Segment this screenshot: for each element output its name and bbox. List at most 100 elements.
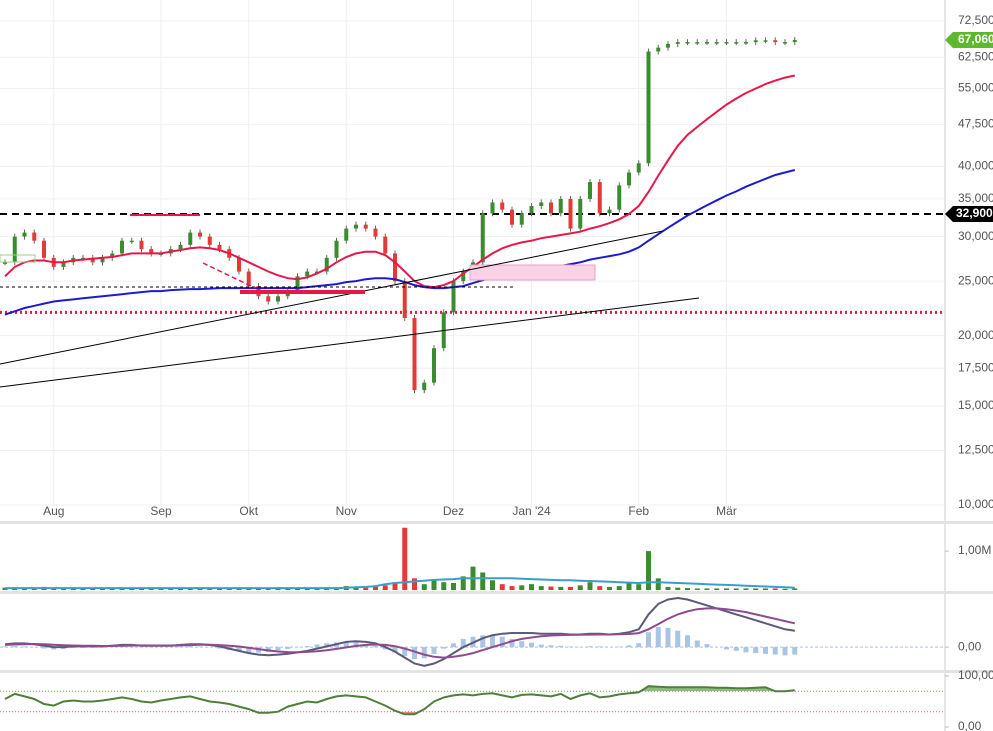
candle: [120, 240, 124, 254]
line-series: [4, 685, 795, 716]
candle: [666, 43, 670, 48]
candle: [393, 253, 397, 282]
line-series: [4, 607, 796, 659]
candle: [792, 40, 797, 43]
candle: [139, 240, 144, 250]
volume-bar: [519, 585, 525, 590]
volume-bar: [675, 587, 681, 590]
histogram-bar: [22, 646, 27, 648]
volume-bar: [694, 588, 700, 590]
histogram-bar: [480, 635, 486, 648]
candle: [705, 42, 709, 44]
volume-bar: [558, 586, 564, 590]
volume-bar: [324, 588, 330, 590]
candle: [90, 257, 95, 263]
candle: [81, 257, 85, 260]
volume-bar: [226, 588, 232, 590]
volume-bar: [61, 588, 66, 590]
histogram-bar: [616, 646, 622, 648]
trendline: [0, 230, 664, 365]
candle: [373, 228, 378, 237]
candle: [42, 240, 46, 258]
volume-bar: [743, 588, 749, 590]
level-badge: [945, 206, 993, 223]
candle: [588, 182, 592, 199]
volume-bar: [753, 588, 759, 590]
histogram-bar: [343, 641, 349, 648]
candle: [607, 209, 612, 214]
candle: [324, 257, 329, 272]
histogram-bar: [558, 645, 564, 648]
candle: [198, 232, 202, 237]
volume-bar: [529, 584, 534, 590]
histogram-bar: [51, 647, 57, 650]
histogram-bar: [2, 646, 8, 648]
x-tick-label: Okt: [239, 504, 258, 518]
volume-bar: [646, 551, 651, 590]
level-label: 32,900: [956, 206, 993, 220]
volume-bar: [295, 588, 300, 590]
panel-separator: [0, 591, 993, 594]
volume-bar: [685, 588, 690, 590]
volume-bar: [304, 588, 310, 590]
volume-bar: [119, 588, 125, 590]
panel-separator: [0, 670, 993, 673]
histogram-bar: [402, 647, 408, 657]
histogram-bar: [373, 646, 378, 648]
histogram-bar: [217, 647, 222, 649]
histogram-bar: [304, 646, 310, 648]
candle: [675, 42, 680, 44]
histogram-bar: [733, 647, 739, 651]
candle: [432, 348, 436, 383]
histogram-bar: [431, 647, 437, 654]
volume-bar: [431, 580, 437, 590]
zone: [0, 254, 36, 263]
histogram-bar: [412, 647, 417, 660]
x-tick-label: Sep: [150, 504, 172, 518]
histogram-bar: [792, 647, 798, 655]
y-tick-label: 25,000: [958, 273, 993, 287]
volume-bar: [109, 588, 115, 590]
histogram-bar: [392, 647, 398, 653]
volume-bar: [451, 582, 456, 590]
y-tick-label: 12,500: [958, 443, 993, 457]
candle: [12, 236, 17, 263]
volume-bar: [763, 588, 768, 590]
volume-bar: [100, 588, 105, 590]
histogram-bar: [41, 647, 47, 649]
histogram-bar: [499, 636, 505, 648]
histogram-bar: [490, 635, 495, 648]
histogram-bar: [704, 644, 710, 648]
candle: [295, 276, 300, 292]
volume-bar: [168, 588, 174, 590]
volume-bar: [538, 586, 544, 590]
histogram-bar: [460, 638, 466, 648]
volume-bar: [187, 588, 193, 590]
volume-bar: [655, 578, 661, 590]
price-label: 67,060: [958, 32, 993, 46]
histogram-bar: [772, 647, 778, 655]
histogram-bar: [782, 647, 788, 656]
x-tick-label: Dez: [443, 504, 464, 518]
candle: [363, 224, 368, 229]
histogram-bar: [129, 646, 135, 648]
histogram-bar: [548, 645, 554, 648]
volume-bar: [587, 582, 593, 590]
histogram-bar: [353, 642, 359, 648]
arrow-line: [202, 262, 256, 289]
volume-bar: [217, 588, 222, 590]
histogram-bar: [655, 627, 661, 648]
volume-bar: [12, 588, 18, 590]
volume-bar: [236, 588, 242, 590]
volume-bar: [714, 588, 720, 590]
volume-bar: [31, 588, 37, 590]
candle: [783, 42, 787, 44]
histogram-bar: [187, 646, 193, 648]
candle: [773, 40, 778, 43]
candle: [217, 244, 222, 250]
trendline: [0, 297, 700, 388]
candle: [354, 224, 358, 229]
histogram-bar: [12, 646, 18, 648]
volume-bar: [597, 586, 603, 590]
